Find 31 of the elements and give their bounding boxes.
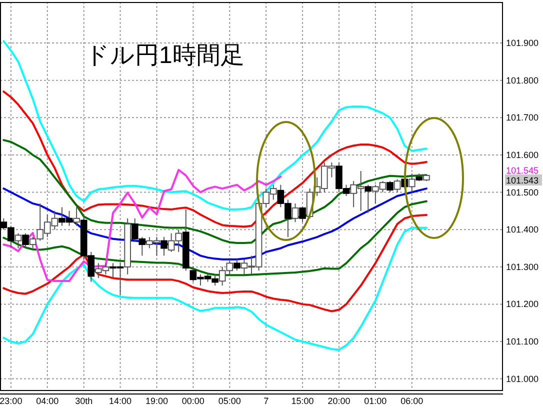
line-series (2, 168, 282, 282)
x-tick-label: 05:00 (218, 396, 241, 406)
text: 101.545 (506, 165, 539, 176)
y-tick-label: 101.300 (506, 262, 539, 272)
text: 101.543 (506, 175, 539, 186)
y-tick-label: 101.900 (506, 38, 539, 48)
x-tick-label: 14:00 (109, 396, 132, 406)
text: ドル円1時間足 (85, 42, 244, 69)
y-tick-label: 101.500 (506, 187, 539, 198)
y-tick-label: 101.100 (506, 336, 539, 346)
x-tick-label: 19:00 (145, 396, 168, 406)
x-tick-label: 30th (75, 396, 93, 406)
y-tick-label: 101.200 (506, 299, 539, 310)
x-tick-label: 04:00 (36, 396, 59, 406)
line-series (2, 40, 428, 210)
x-tick-label: 7 (264, 396, 269, 406)
y-tick-label: 101.600 (506, 150, 539, 160)
x-tick-label: 23:00 (0, 396, 22, 406)
x-tick-label: 20:00 (328, 396, 350, 406)
y-tick-label: 101.800 (506, 75, 539, 86)
line-series (2, 214, 428, 312)
y-tick-label: 101.700 (506, 112, 539, 123)
line-series (2, 226, 428, 351)
line-series (2, 90, 428, 228)
x-tick-label: 00:00 (182, 396, 204, 406)
line-series (2, 188, 428, 260)
x-tick-label: 01:00 (364, 396, 387, 406)
x-tick-label: 15:00 (291, 396, 314, 406)
x-tick-label: 06:00 (400, 396, 424, 406)
y-tick-label: 101.400 (506, 224, 539, 235)
y-tick-label: 101.000 (506, 374, 539, 384)
